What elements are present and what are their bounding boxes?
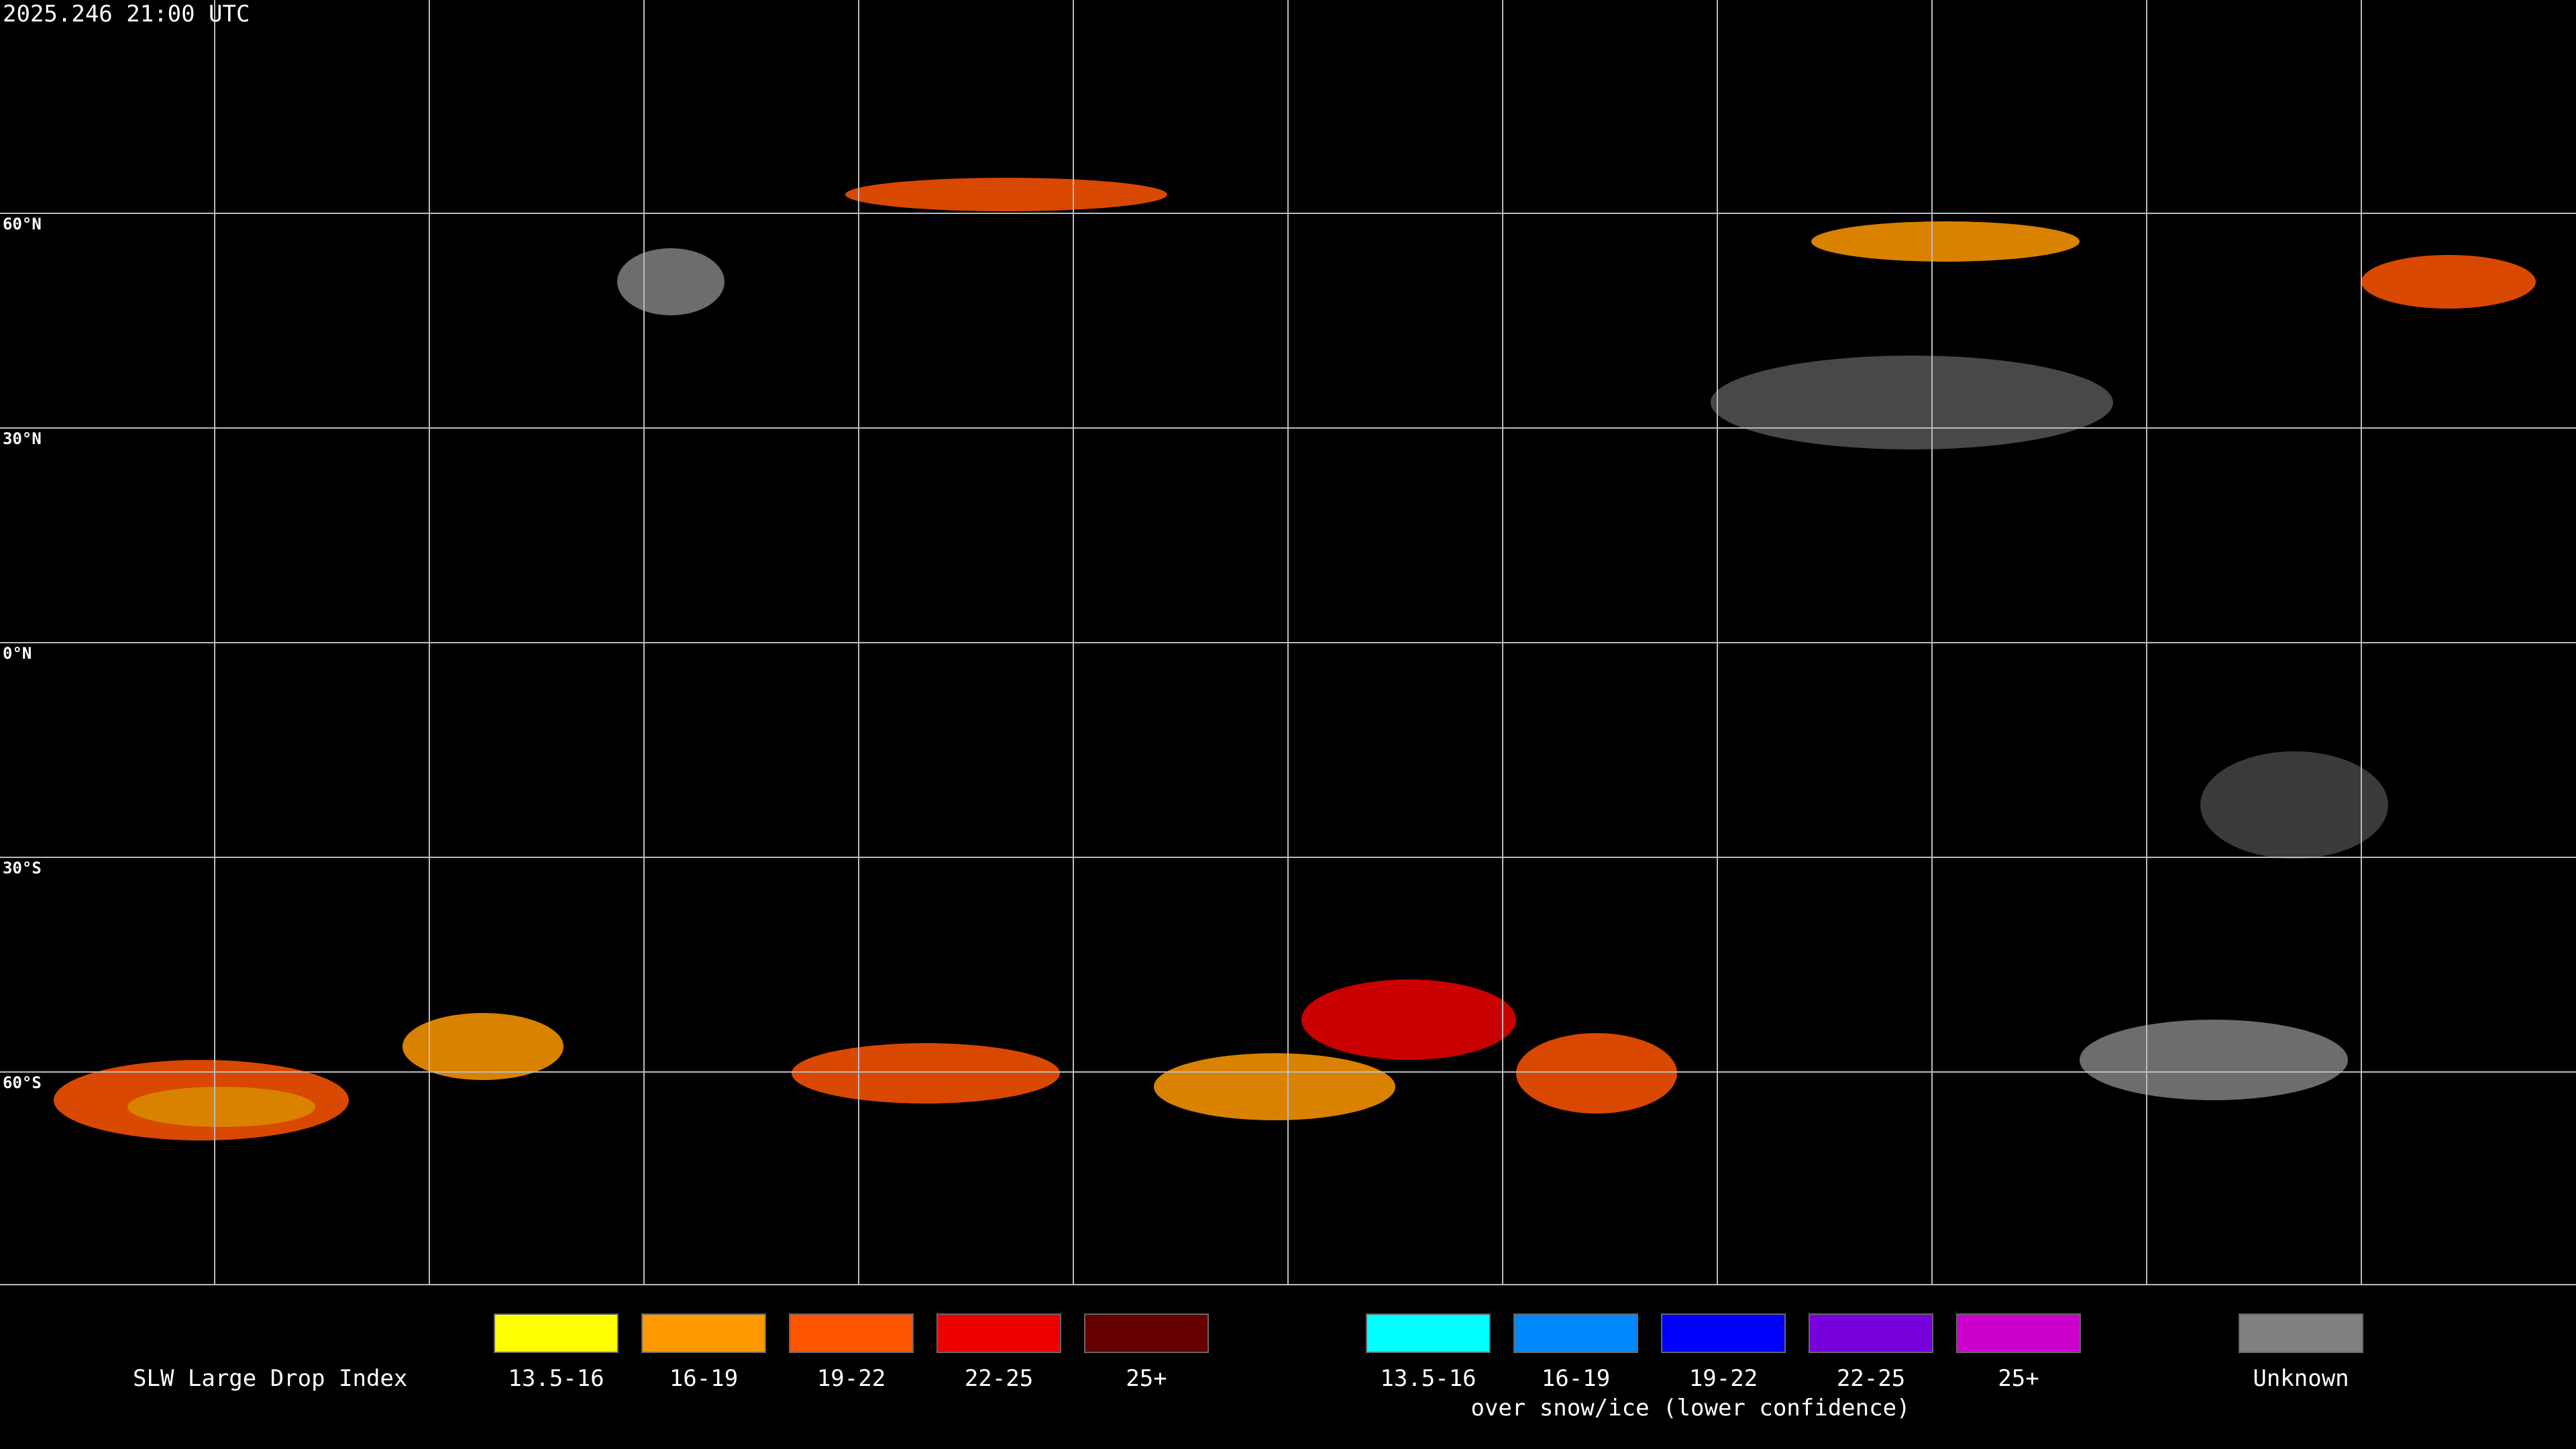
legend-swatch bbox=[1084, 1313, 1209, 1353]
legend-label: 16-19 bbox=[669, 1365, 738, 1392]
blob bbox=[127, 1087, 315, 1127]
blob bbox=[1516, 1033, 1677, 1114]
legend-swatch bbox=[641, 1313, 766, 1353]
legend-swatch bbox=[1366, 1313, 1491, 1353]
cloud-field bbox=[54, 178, 2536, 1140]
legend-swatch bbox=[936, 1313, 1061, 1353]
legend-swatch bbox=[1956, 1313, 2081, 1353]
blob bbox=[402, 1013, 564, 1080]
legend-label: 25+ bbox=[1998, 1365, 2039, 1392]
legend-swatch bbox=[494, 1313, 619, 1353]
legend-label: 25+ bbox=[1126, 1365, 1167, 1392]
legend-label: 19-22 bbox=[1689, 1365, 1758, 1392]
legend-swatch bbox=[789, 1313, 914, 1353]
blob bbox=[1154, 1053, 1395, 1120]
legend-title: SLW Large Drop Index bbox=[133, 1365, 407, 1392]
legend-label: 13.5-16 bbox=[508, 1365, 604, 1392]
blob bbox=[2200, 751, 2388, 859]
timestamp: 2025.246 21:00 UTC bbox=[3, 1, 250, 28]
legend-label: 19-22 bbox=[817, 1365, 885, 1392]
blob bbox=[845, 178, 1167, 211]
legend-swatch bbox=[1513, 1313, 1638, 1353]
legend-swatch bbox=[2239, 1313, 2363, 1353]
legend-label: 22-25 bbox=[1837, 1365, 1905, 1392]
snow-ice-note: over snow/ice (lower confidence) bbox=[1470, 1395, 1910, 1421]
legend-label: 16-19 bbox=[1542, 1365, 1610, 1392]
latitude-label: 30°S bbox=[3, 859, 42, 877]
blob bbox=[2361, 255, 2536, 309]
blob bbox=[792, 1043, 1060, 1104]
blob bbox=[1711, 356, 2113, 449]
blob bbox=[1811, 221, 2080, 262]
blob bbox=[617, 248, 724, 315]
legend-label: 13.5-16 bbox=[1380, 1365, 1476, 1392]
blob bbox=[2080, 1020, 2348, 1100]
legend-label: 22-25 bbox=[965, 1365, 1033, 1392]
latitude-label: 60°N bbox=[3, 215, 42, 233]
blob bbox=[1301, 979, 1516, 1060]
latitude-label: 30°N bbox=[3, 429, 42, 448]
latitude-label: 0°N bbox=[3, 644, 32, 663]
legend-swatch bbox=[1809, 1313, 1933, 1353]
legend-swatch bbox=[1661, 1313, 1786, 1353]
latitude-label: 60°S bbox=[3, 1073, 42, 1092]
legend-label: Unknown bbox=[2253, 1365, 2349, 1392]
